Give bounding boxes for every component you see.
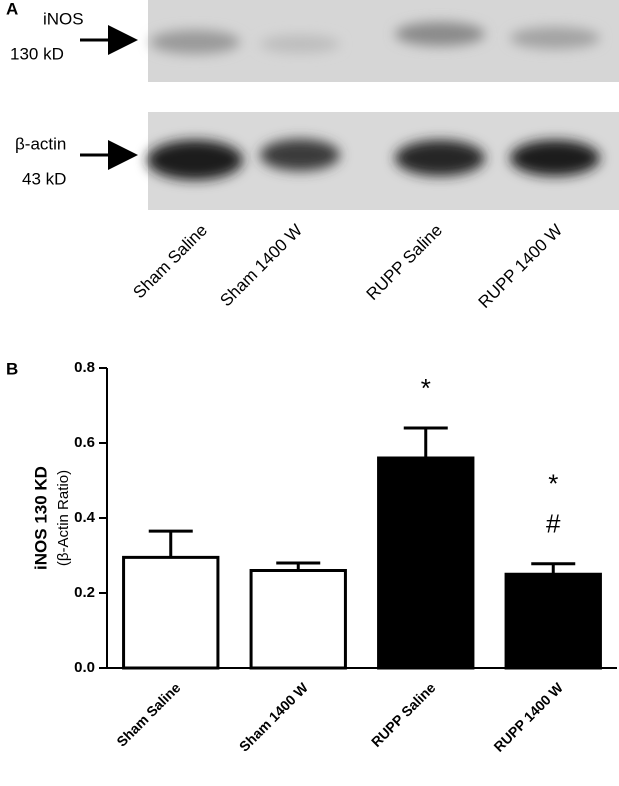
y-tick-label: 0.4 xyxy=(74,509,96,526)
y-axis-label: iNOS 130 KD xyxy=(31,466,50,570)
significance-marker: * xyxy=(421,373,431,403)
significance-marker: * xyxy=(548,469,558,499)
y-tick-label: 0.2 xyxy=(74,584,95,601)
bar xyxy=(377,456,475,670)
lane-labels: Sham Saline Sham 1400 W RUPP Saline RUPP 14… xyxy=(129,221,566,312)
actin-bands xyxy=(147,139,600,180)
x-tick-label: RUPP Saline xyxy=(368,679,439,750)
blot-row-name: β-actin xyxy=(15,134,66,153)
lane-label: Sham Saline xyxy=(129,221,211,303)
bar xyxy=(249,569,347,670)
blot-row-size: 43 kD xyxy=(22,169,66,188)
y-tick-label: 0.0 xyxy=(74,659,95,676)
bar xyxy=(504,572,602,670)
x-tick-label: RUPP 1400 W xyxy=(490,679,566,755)
blot-row-size: 130 kD xyxy=(10,44,64,63)
significance-marker: # xyxy=(546,509,561,539)
y-axis-label: (β-Actin Ratio) xyxy=(55,470,72,566)
panel-label: B xyxy=(6,359,18,378)
x-tick-label: Sham Saline xyxy=(113,679,183,749)
inos-bands xyxy=(150,22,600,54)
chart: iNOS 130 KD (β-Actin Ratio) 0.0 0.2 0.4 0.6 0.… xyxy=(31,359,617,755)
lane-label: Sham 1400 W xyxy=(216,221,306,311)
lane-label: RUPP 1400 W xyxy=(475,221,566,312)
y-tick-label: 0.8 xyxy=(74,359,95,376)
y-tick-label: 0.6 xyxy=(74,434,95,451)
panel-label: A xyxy=(6,0,18,18)
x-tick-label: Sham 1400 W xyxy=(236,679,312,755)
bar xyxy=(122,555,220,670)
blot-row-name: iNOS xyxy=(43,9,84,28)
lane-label: RUPP Saline xyxy=(363,221,446,304)
